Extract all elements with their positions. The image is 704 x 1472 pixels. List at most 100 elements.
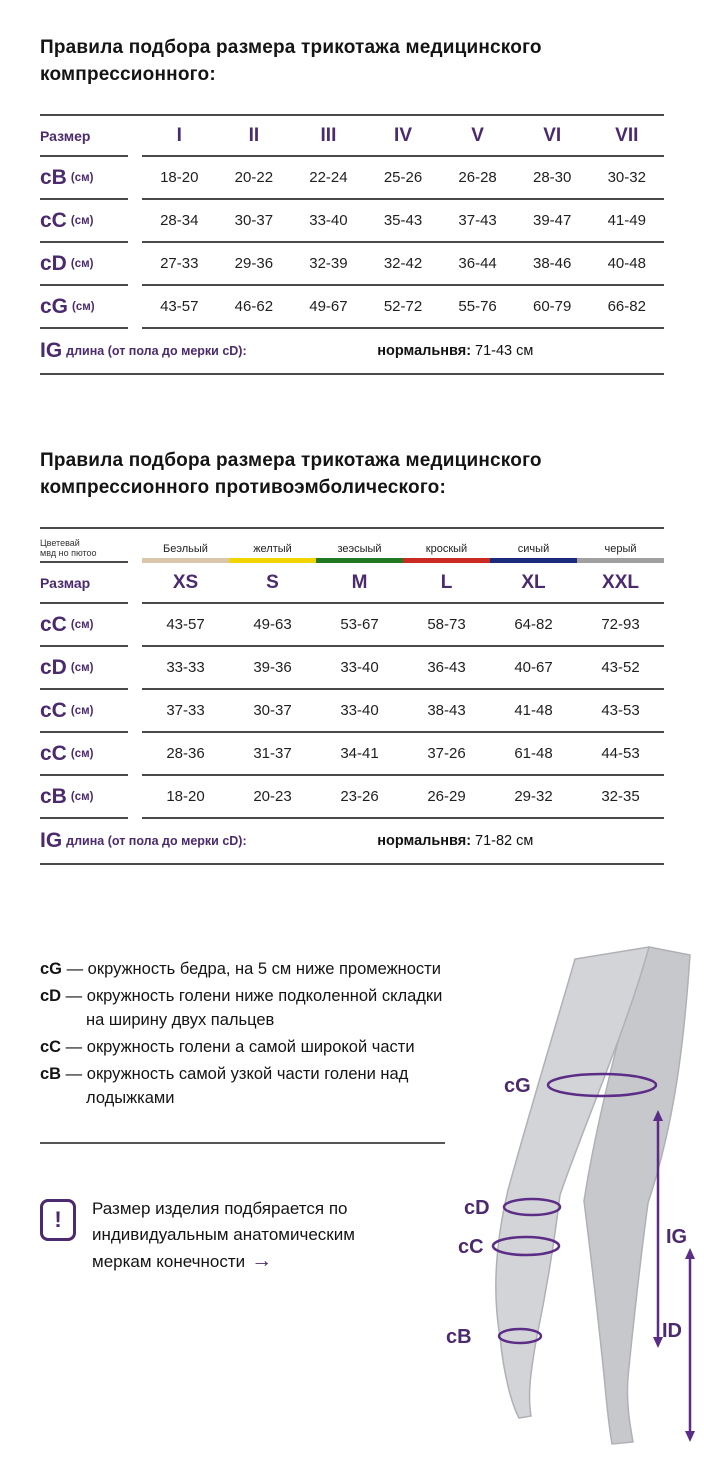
legend-key: cG [40,960,63,978]
color-name: черый [604,543,637,555]
cell-value: 49-67 [309,298,348,315]
legend-key: cD [40,987,62,1005]
length-norm-label: нормальнвя: [377,343,472,359]
row-label: cD (см) [40,243,128,286]
legend-item: cB — окружность самой узкой части голени… [40,1062,460,1110]
id-label: ID [662,1320,682,1342]
color-swatch: зеэсыый [316,529,403,563]
measurement-code: cC [40,741,67,765]
row-label: cD (см) [40,647,128,690]
cb-measure-ellipse [497,1327,543,1345]
cell-value: 32-35 [601,788,640,805]
cell-value: 30-37 [234,212,274,229]
cell-value: 40-67 [514,659,553,676]
ig-arrow-bottom [653,1337,663,1348]
length-code: IG [40,829,63,852]
length-norm-value: 71-82 см [475,833,534,849]
cell-value: 34-41 [340,745,379,762]
cell-value: 37-26 [427,745,466,762]
column-header: XL [521,571,546,593]
row-values: 43-57 46-62 49-67 52-72 55-76 60-79 66-82 [142,286,664,329]
cell-value: 29-36 [234,255,274,272]
ig-label: IG [666,1226,687,1248]
legend-text: — окружность бедра, на 5 см ниже промежн… [62,960,441,978]
color-swatch: Беэльый [142,529,229,563]
column-header: II [248,124,260,146]
back-leg-silhouette [583,946,691,1445]
color-code-row: Цветевай мвд но пютоо Беэльый желтый зеэсы… [40,529,664,563]
row-label: cB (см) [40,157,128,200]
cell-value: 33-40 [340,702,379,719]
cell-value: 53-67 [340,616,379,633]
legend-item: cC — окружность голени а самой широкой ч… [40,1035,460,1059]
cell-value: 49-63 [253,616,292,633]
column-header: M [351,571,368,593]
column-header: L [440,571,453,593]
legend-text: — окружность голени а самой широкой част… [61,1038,415,1056]
cd-measure-ellipse [502,1197,562,1217]
cell-value: 58-73 [427,616,466,633]
color-swatch: сичый [490,529,577,563]
cell-value: 52-72 [383,298,423,315]
row-label: cC (см) [40,200,128,243]
row-label: cC (см) [40,733,128,776]
column-header: XS [172,571,199,593]
cc-label: cC [458,1236,484,1258]
cell-value: 36-44 [458,255,497,272]
cell-value: 55-76 [458,298,497,315]
row-values: 28-34 30-37 33-40 35-43 37-43 39-47 41-49 [142,200,664,243]
measurement-code: cD [40,251,67,275]
column-header: XXL [602,571,639,593]
size-header-label: Размер [40,127,91,144]
table-header-row: Размар XS S M L XL XXL [40,563,664,604]
cell-value: 39-47 [532,212,572,229]
cell-value: 43-57 [166,616,205,633]
measurement-legend: cG — окружность бедра, на 5 см ниже пром… [40,957,460,1110]
measurement-unit: (см) [70,704,94,717]
row-label: cB (см) [40,776,128,819]
row-label: Размар [40,563,128,604]
row-values: 18-20 20-23 23-26 26-29 29-32 32-35 [142,776,664,819]
row-label: cC (см) [40,604,128,647]
table-row: cC (см) 37-33 30-37 33-40 38-43 41-48 43-53 [40,690,664,733]
row-values: 28-36 31-37 34-41 37-26 61-48 44-53 [142,733,664,776]
cell-value: 38-46 [532,255,572,272]
page-title: Правила подбора размера трикотажа медици… [40,37,542,85]
length-norm-value: 71-43 см [475,343,534,359]
table-row: cC (см) 28-36 31-37 34-41 37-26 61-48 44-53 [40,733,664,776]
row-values: 37-33 30-37 33-40 38-43 41-48 43-53 [142,690,664,733]
cell-value: 31-37 [253,745,292,762]
cell-value: 61-48 [514,745,553,762]
measurement-code: cC [40,612,67,636]
measurement-code: cD [40,655,67,679]
length-value: нормальнвя: 71-43 см [247,343,664,359]
color-code-label-line2: мвд но пютоо [40,548,97,558]
measurement-unit: (см) [70,257,94,270]
measurement-code: cG [40,294,69,318]
page: Правила подбора размера трикотажа медици… [40,37,664,1275]
table-footer: IG длина (от пола до мерки cD): нормальн… [40,329,664,375]
column-header: IV [394,124,412,146]
cell-value: 41-49 [607,212,646,229]
divider [40,1142,445,1144]
cell-value: 39-36 [253,659,292,676]
table-row: cG (см) 43-57 46-62 49-67 52-72 55-76 60-79 66-8… [40,286,664,329]
color-name: желтый [253,543,292,555]
column-header: VII [615,124,639,146]
cell-value: 29-32 [514,788,553,805]
table-row: cC (см) 28-34 30-37 33-40 35-43 37-43 39-47 41-4… [40,200,664,243]
cell-value: 43-52 [601,659,640,676]
cell-value: 64-82 [514,616,553,633]
cell-value: 25-26 [383,169,423,186]
legend-key: cC [40,1038,62,1056]
color-name: кроскый [425,543,468,555]
table-body: cB (см) 18-20 20-22 22-24 25-26 26-28 28-30 30-3… [40,157,664,329]
note-text: Размер изделия подбярается по индивидуал… [92,1196,392,1275]
column-headers: XS S M L XL XXL [142,563,664,604]
row-label: cC (см) [40,690,128,733]
color-swatches: Беэльый желтый зеэсыый кроскый сичый черый [142,529,664,563]
antiembolic-size-table: Цветевай мвд но пютоо Беэльый желтый зеэсы… [40,527,664,865]
measurement-unit: (см) [70,661,94,674]
cd-label: cD [464,1197,490,1219]
cell-value: 20-22 [234,169,274,186]
